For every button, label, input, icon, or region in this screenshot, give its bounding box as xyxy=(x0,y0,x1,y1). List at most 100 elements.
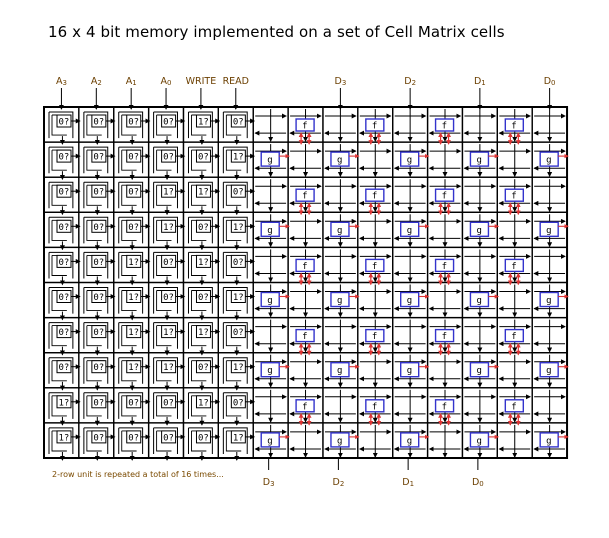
g-block-label: g xyxy=(267,436,272,446)
data-cell: f xyxy=(289,389,322,426)
g-block-label: g xyxy=(337,436,342,446)
data-cell: f xyxy=(358,249,392,286)
data-cell xyxy=(254,319,287,353)
address-cell: 1? xyxy=(187,251,221,286)
data-cell xyxy=(533,249,566,283)
address-value: 0? xyxy=(93,188,104,198)
address-value: 0? xyxy=(233,328,244,338)
address-cell: 0? xyxy=(118,111,151,145)
address-value: 0? xyxy=(59,223,70,233)
g-block-label: g xyxy=(267,296,272,306)
address-cell: 0? xyxy=(118,146,151,181)
f-block xyxy=(295,118,315,132)
address-cell: 0? xyxy=(187,216,221,251)
bottom-label: D1 xyxy=(402,477,414,488)
data-cell: g xyxy=(324,424,360,458)
address-value: 0? xyxy=(128,398,139,408)
bottom-label: D0 xyxy=(472,477,484,488)
address-cell: 0? xyxy=(153,287,186,321)
data-cell xyxy=(289,354,322,388)
g-block-label: g xyxy=(337,366,342,376)
data-cell: g xyxy=(324,144,360,178)
f-block xyxy=(295,258,315,273)
address-value: 1? xyxy=(198,398,209,408)
f-block xyxy=(504,258,525,273)
g-block xyxy=(260,221,280,238)
address-value: 0? xyxy=(233,398,244,408)
g-block xyxy=(539,432,559,448)
address-value: 0? xyxy=(163,433,174,443)
top-label: A0 xyxy=(161,76,172,87)
address-cell: 1? xyxy=(153,322,186,356)
data-cell: f xyxy=(358,389,392,426)
f-block xyxy=(434,399,455,413)
f-block xyxy=(365,118,385,132)
address-value: 0? xyxy=(198,293,209,303)
address-value: 1? xyxy=(163,328,174,338)
f-block xyxy=(295,328,315,343)
data-cell xyxy=(428,354,462,388)
address-cell: 0? xyxy=(187,146,221,181)
data-cell: g xyxy=(324,354,360,388)
g-block xyxy=(469,362,490,378)
data-cell: f xyxy=(498,319,532,356)
address-cell: 0? xyxy=(83,287,116,321)
f-block-label: f xyxy=(302,262,307,272)
data-cell: g xyxy=(463,214,500,248)
data-cell: g xyxy=(393,284,430,318)
f-block xyxy=(504,118,525,132)
f-block-label: f xyxy=(372,192,377,202)
address-value: 1? xyxy=(198,328,209,338)
address-value: 0? xyxy=(233,188,244,198)
data-cell xyxy=(393,249,427,283)
address-value: 0? xyxy=(128,118,139,128)
g-block xyxy=(260,362,280,378)
address-value: 1? xyxy=(233,223,244,233)
diagram-title: 16 x 4 bit memory implemented on a set o… xyxy=(48,23,505,41)
g-block-label: g xyxy=(337,226,342,236)
f-block xyxy=(295,399,315,413)
data-cell: f xyxy=(498,179,532,216)
address-value: 1? xyxy=(163,223,174,233)
address-value: 0? xyxy=(59,258,70,268)
g-block xyxy=(330,291,350,308)
top-label: READ xyxy=(223,76,249,87)
data-cell xyxy=(498,214,532,248)
data-cell: f xyxy=(289,249,322,286)
address-cell: 0? xyxy=(118,427,151,461)
address-cell: 1? xyxy=(118,322,151,356)
data-cell: g xyxy=(533,144,569,178)
address-cell: 1? xyxy=(153,216,186,251)
data-cell xyxy=(358,214,392,248)
g-block-label: g xyxy=(337,296,342,306)
address-cell: 0? xyxy=(83,251,116,286)
data-cell: g xyxy=(254,214,290,248)
top-label: D3 xyxy=(334,76,346,87)
g-block xyxy=(469,291,490,308)
g-block-label: g xyxy=(546,366,551,376)
f-block-label: f xyxy=(302,402,307,412)
data-cell xyxy=(358,144,392,178)
address-value: 0? xyxy=(93,153,104,163)
address-value: 0? xyxy=(93,363,104,373)
top-label: A3 xyxy=(56,76,67,87)
address-cell: 0? xyxy=(222,392,256,426)
address-cell: 0? xyxy=(118,216,151,251)
f-block-label: f xyxy=(442,332,447,342)
data-cell xyxy=(428,144,462,178)
data-cell xyxy=(324,109,357,142)
address-cell: 0? xyxy=(48,287,81,321)
top-label: A2 xyxy=(91,76,102,87)
data-cell: f xyxy=(428,389,462,426)
address-cell: 0? xyxy=(153,146,186,181)
address-value: 1? xyxy=(163,363,174,373)
f-block-label: f xyxy=(442,402,447,412)
data-cell: g xyxy=(463,424,500,458)
data-cell: g xyxy=(533,424,569,458)
address-value: 0? xyxy=(163,118,174,128)
address-cell: 1? xyxy=(153,181,186,216)
data-cell: g xyxy=(463,284,500,318)
address-value: 1? xyxy=(233,363,244,373)
data-cell xyxy=(393,389,427,423)
